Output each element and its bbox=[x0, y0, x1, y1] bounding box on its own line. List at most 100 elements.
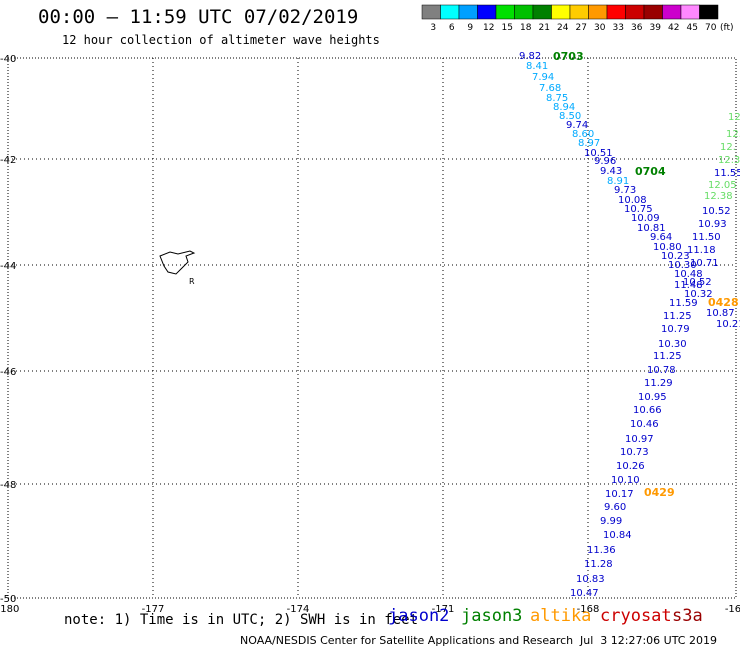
wave-height-value: 9.60 bbox=[604, 502, 626, 513]
legend-swatch bbox=[699, 4, 719, 20]
wave-height-value: 10.51 bbox=[584, 148, 613, 159]
pass-time-label: 0703 bbox=[553, 50, 584, 63]
wave-height-value: 11.50 bbox=[692, 232, 721, 243]
wave-height-value: 10.21 bbox=[716, 319, 740, 330]
wave-height-value: 12.3 bbox=[726, 129, 740, 140]
wave-height-value: 10.79 bbox=[661, 324, 690, 335]
wave-height-value: 11.48 bbox=[674, 280, 703, 291]
wave-height-legend: 3 6 9 12 15 18 21 24 27 30 33 36 39 42 45 70 (ft) bbox=[421, 4, 734, 33]
lon-tick-label: -168 bbox=[577, 604, 600, 615]
wave-height-value: 10.17 bbox=[605, 489, 634, 500]
legend-unit: (ft) bbox=[720, 23, 734, 33]
wave-height-value: 10.83 bbox=[576, 574, 605, 585]
wave-height-value: 11.25 bbox=[653, 351, 682, 362]
satellite-cryosat-label: cryosat bbox=[600, 606, 672, 626]
wave-height-value: 11.25 bbox=[663, 311, 692, 322]
legend-bin-label: 3 bbox=[430, 23, 436, 33]
legend-bin-label: 39 bbox=[650, 23, 662, 33]
wave-height-value: 10.52 bbox=[683, 277, 712, 288]
wave-height-value: 10.95 bbox=[638, 392, 667, 403]
footer-timestamp: Jul 3 12:27:06 UTC 2019 bbox=[580, 634, 717, 647]
wave-height-value: 8.91 bbox=[607, 176, 629, 187]
lat-tick-label: -48 bbox=[0, 480, 16, 491]
legend-bin-label: 42 bbox=[668, 23, 679, 33]
wave-height-value: 9.43 bbox=[600, 166, 622, 177]
wave-height-value: 10.80 bbox=[653, 242, 682, 253]
legend-bin-label: 33 bbox=[613, 23, 624, 33]
wave-height-value: 10.81 bbox=[637, 223, 666, 234]
legend-bin-label: 21 bbox=[539, 23, 550, 33]
legend-bin-label: 18 bbox=[520, 23, 532, 33]
lat-tick-label: -42 bbox=[0, 155, 16, 166]
wave-height-value: 10.32 bbox=[684, 289, 713, 300]
wave-height-value: 12. bbox=[720, 142, 736, 153]
wave-height-value: 11.28 bbox=[584, 559, 613, 570]
lat-tick-label: -46 bbox=[0, 367, 16, 378]
wave-height-value: 10.47 bbox=[570, 588, 599, 599]
legend-bin-label: 24 bbox=[557, 23, 569, 33]
map-subtitle: 12 hour collection of altimeter wave hei… bbox=[62, 33, 380, 47]
map-frame bbox=[7, 57, 737, 599]
wave-height-value: 12.0 bbox=[728, 112, 740, 123]
lon-tick-label: -180 bbox=[0, 604, 19, 615]
wave-height-value: 11.29 bbox=[644, 378, 673, 389]
footer-credit: NOAA/NESDIS Center for Satellite Applica… bbox=[240, 634, 574, 647]
wave-height-value: 10.46 bbox=[630, 419, 659, 430]
wave-height-value: 9.99 bbox=[600, 516, 622, 527]
island-outline bbox=[159, 250, 196, 275]
satellite-altika-label: altika bbox=[530, 606, 592, 626]
wave-height-value: 10.75 bbox=[624, 204, 653, 215]
wave-height-value: 9.73 bbox=[614, 185, 636, 196]
wave-height-value: 10.30 bbox=[658, 339, 687, 350]
wave-height-value: 10.09 bbox=[631, 213, 660, 224]
wave-height-value: 8.94 bbox=[553, 102, 575, 113]
wave-height-value: 10.73 bbox=[620, 447, 649, 458]
wave-height-value: 8.60 bbox=[572, 129, 594, 140]
legend-bin-label: 12 bbox=[483, 23, 494, 33]
wave-height-value: 9.74 bbox=[566, 120, 588, 131]
legend-bin-label: 6 bbox=[449, 23, 455, 33]
satellite-s3a-label: s3a bbox=[672, 606, 703, 626]
lon-tick-label: -174 bbox=[287, 604, 310, 615]
pass-time-label: 0704 bbox=[635, 165, 666, 178]
wave-height-value: 10.71 bbox=[690, 258, 719, 269]
lon-tick-label: -16 bbox=[725, 604, 740, 615]
wave-height-value: 7.94 bbox=[532, 72, 554, 83]
wave-height-value: 10.23 bbox=[661, 251, 690, 262]
wave-height-value: 10.78 bbox=[647, 365, 676, 376]
pass-time-label: 0428 bbox=[708, 296, 739, 309]
wave-height-value: 8.75 bbox=[546, 93, 568, 104]
lat-tick-label: -44 bbox=[0, 261, 16, 272]
wave-height-value: 7.68 bbox=[539, 83, 561, 94]
note-text: note: 1) Time is in UTC; 2) SWH is in fe… bbox=[64, 612, 419, 628]
lon-tick-label: -171 bbox=[432, 604, 455, 615]
legend-bin-label: 36 bbox=[631, 23, 643, 33]
wave-height-value: 9.64 bbox=[650, 232, 672, 243]
wave-height-value: 8.97 bbox=[578, 138, 600, 149]
wave-height-value: 12.38 bbox=[704, 191, 733, 202]
wave-height-value: 10.84 bbox=[603, 530, 632, 541]
wave-height-value: 8.50 bbox=[559, 111, 581, 122]
wave-height-value: 10.30 bbox=[668, 260, 697, 271]
wave-height-value: 10.66 bbox=[633, 405, 662, 416]
wave-height-value: 11.18 bbox=[687, 245, 716, 256]
wave-height-value: 11.36 bbox=[587, 545, 616, 556]
wave-height-value: 10.93 bbox=[698, 219, 727, 230]
legend-bin-label: 15 bbox=[502, 23, 513, 33]
wave-height-value: 10.97 bbox=[625, 434, 654, 445]
wave-height-value: 10.26 bbox=[616, 461, 645, 472]
legend-bin-label: 27 bbox=[576, 23, 587, 33]
legend-bin-label: 30 bbox=[594, 23, 606, 33]
legend-bin-label: 9 bbox=[467, 23, 473, 33]
map-title: 00:00 — 11:59 UTC 07/02/2019 bbox=[38, 6, 359, 28]
satellite-jason2-label: jason2 bbox=[388, 606, 450, 626]
wave-height-value: 9.96 bbox=[594, 156, 616, 167]
pass-time-label: 0429 bbox=[644, 486, 675, 499]
wave-height-value: 10.48 bbox=[674, 269, 703, 280]
wave-height-value: 12.3 bbox=[718, 155, 740, 166]
wave-height-value: 10.52 bbox=[702, 206, 731, 217]
satellite-jason3-label: jason3 bbox=[461, 606, 523, 626]
legend-bin-label: 70 bbox=[705, 23, 717, 33]
lat-tick-label: -40 bbox=[0, 54, 16, 65]
